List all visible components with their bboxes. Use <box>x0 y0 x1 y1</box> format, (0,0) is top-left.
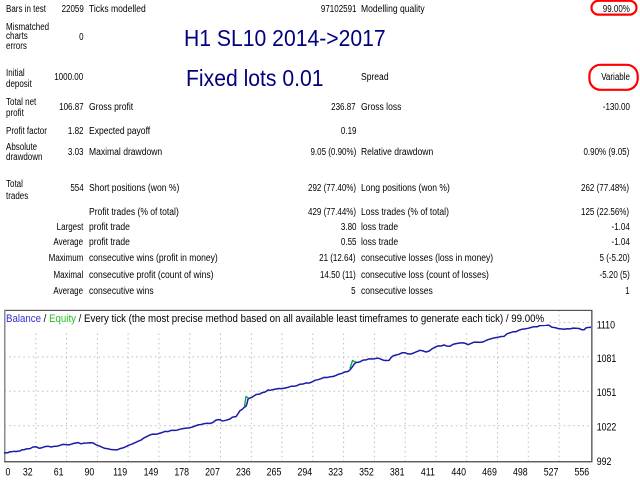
svg-text:440: 440 <box>451 467 466 479</box>
svg-text:61: 61 <box>54 467 64 479</box>
svg-text:381: 381 <box>390 467 405 479</box>
svg-text:498: 498 <box>513 467 528 479</box>
svg-text:469: 469 <box>482 467 497 479</box>
svg-text:1081: 1081 <box>597 353 617 365</box>
svg-text:527: 527 <box>544 467 559 479</box>
svg-text:178: 178 <box>174 467 189 479</box>
svg-text:90: 90 <box>85 467 95 479</box>
svg-text:1051: 1051 <box>597 387 617 399</box>
svg-text:556: 556 <box>574 467 589 479</box>
svg-text:411: 411 <box>421 467 435 479</box>
svg-text:352: 352 <box>359 467 374 479</box>
svg-text:1022: 1022 <box>597 422 617 434</box>
svg-text:149: 149 <box>144 467 159 479</box>
svg-text:992: 992 <box>597 456 612 468</box>
svg-text:1110: 1110 <box>597 320 616 332</box>
svg-text:32: 32 <box>23 467 33 479</box>
svg-text:265: 265 <box>267 467 282 479</box>
svg-text:0: 0 <box>6 467 11 479</box>
svg-text:294: 294 <box>297 467 312 479</box>
svg-text:119: 119 <box>113 467 127 479</box>
svg-text:207: 207 <box>205 467 220 479</box>
svg-text:236: 236 <box>236 467 251 479</box>
svg-text:323: 323 <box>328 467 343 479</box>
